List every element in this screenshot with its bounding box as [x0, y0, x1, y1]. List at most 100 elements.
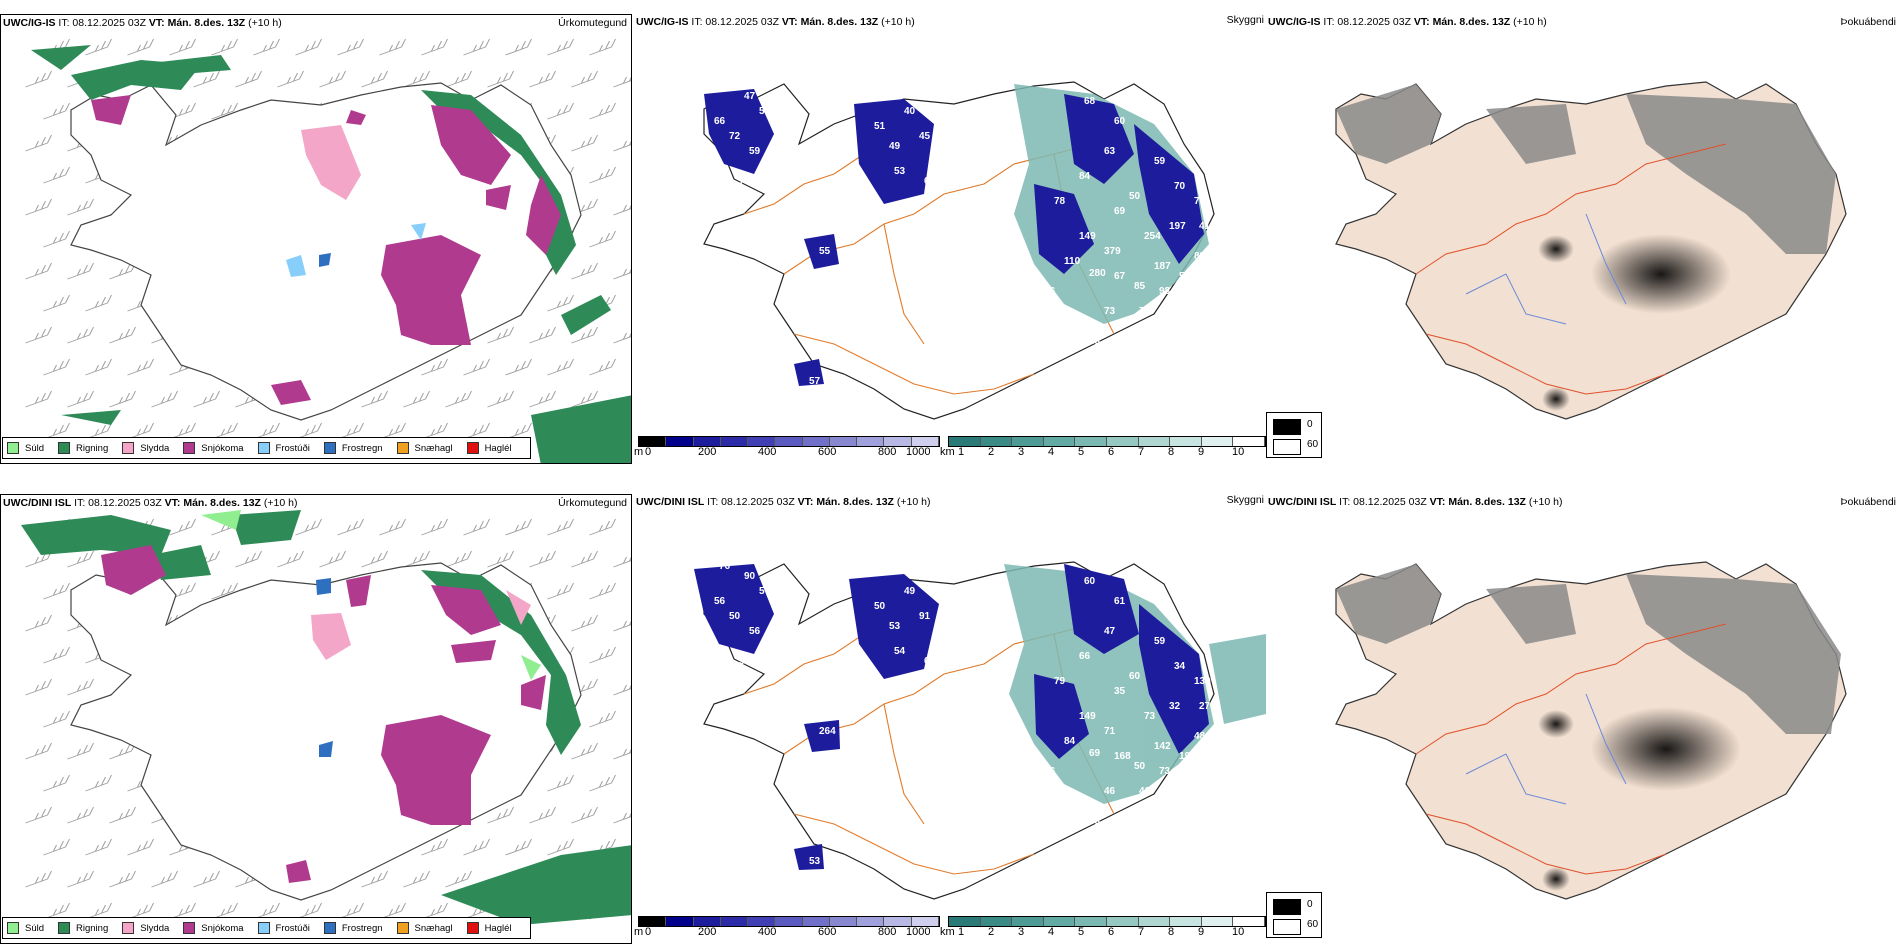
wind-barb [169, 102, 196, 120]
fog-legend-value: 60 [1307, 919, 1319, 930]
hail-swatch [466, 442, 479, 454]
wind-barb [109, 262, 136, 280]
wind-barb [319, 550, 346, 568]
ceiling-unit: m [634, 446, 644, 458]
visibility-value: 85 [1134, 281, 1146, 292]
lead-time: (+10 h) [896, 496, 931, 508]
wind-barb [571, 134, 598, 152]
visibility-value: 56 [759, 106, 771, 117]
wind-barb [43, 838, 70, 856]
visibility-value: 53 [889, 621, 901, 632]
wind-barb [127, 422, 154, 440]
dense-fog-spot-south [1542, 387, 1570, 411]
wind-barb [169, 582, 196, 600]
wind-barb [589, 102, 616, 120]
sleet-swatch [122, 922, 135, 934]
visibility-colorbar-strip [948, 436, 1266, 447]
visibility-value: 110 [1064, 256, 1081, 267]
dense-fog-area [1591, 234, 1731, 314]
fog-legend-white [1273, 439, 1301, 455]
vis-color-step [949, 917, 981, 926]
legend-label: Súld [25, 922, 45, 934]
legend-snow: Snjókoma [183, 922, 244, 934]
legend-freezing-drizzle: Frostúði [257, 442, 310, 454]
ceiling-colorbar-strip [638, 436, 940, 447]
visibility-value: 54 [739, 656, 751, 667]
visibility-value: 142 [1154, 741, 1171, 752]
visibility-value: 57 [769, 161, 781, 172]
visibility-value: 51 [874, 121, 886, 132]
visibility-value: 37 [1074, 806, 1086, 817]
vis-tick: 10 [1232, 926, 1245, 938]
wind-barb [529, 550, 556, 568]
wind-barb [589, 710, 616, 728]
fog-legend-white [1273, 919, 1301, 935]
wind-barb [337, 38, 364, 56]
green-rain-areas [21, 510, 631, 925]
wind-barb [337, 518, 364, 536]
wind-barb [505, 358, 532, 376]
visibility-value: 73 [1144, 711, 1156, 722]
visibility-value: 57 [759, 586, 771, 597]
model-name: UWC/DINI ISL [636, 496, 705, 508]
visibility-value: 98 [1159, 286, 1171, 297]
wind-barb [487, 70, 514, 88]
visibility-value: 53 [809, 856, 821, 867]
ceiling-colorbar-strip [638, 916, 940, 927]
wind-barb [109, 806, 136, 824]
init-time: IT: 08.12.2025 03Z [58, 17, 146, 29]
visibility-value: 61 [1114, 596, 1126, 607]
wind-barb [43, 646, 70, 664]
visibility-value: 47 [769, 641, 781, 652]
drizzle-areas [201, 510, 541, 680]
vis-tick: 6 [1108, 926, 1115, 938]
wind-barb [85, 294, 112, 312]
wind-barb [193, 70, 220, 88]
legend-label: Haglél [484, 442, 512, 454]
visibility-colorbar-strip [948, 916, 1266, 927]
ceiling-unit: m [634, 926, 644, 938]
vis-tick: 5 [1078, 446, 1085, 458]
vis-color-step [1012, 437, 1044, 446]
snow-swatch [183, 442, 196, 454]
init-time: IT: 08.12.2025 03Z [691, 16, 779, 28]
snow-areas [101, 545, 546, 883]
wind-barb [589, 582, 616, 600]
vis-tick: 4 [1048, 926, 1055, 938]
fog-indicator-title: Þokuábendi [1840, 496, 1896, 508]
legend-label: Frostúði [275, 442, 310, 454]
fog-legend-black [1273, 419, 1301, 435]
wind-barb [613, 76, 631, 88]
visibility-value: 56 [1054, 786, 1066, 797]
legend-label: Frostregn [341, 442, 383, 454]
wind-barb [632, 839, 633, 855]
fog-legend-row1: 0 60 [1266, 412, 1322, 458]
wind-barb [445, 550, 472, 568]
wind-barb [109, 390, 136, 408]
visibility-value: 70 [1194, 196, 1206, 207]
wind-barb [571, 262, 598, 280]
vis-tick: 9 [1198, 446, 1205, 458]
visibility-value: 379 [1104, 246, 1121, 257]
wind-barb [613, 204, 631, 216]
freezing-drizzle-swatch [257, 442, 270, 454]
wind-barb [571, 70, 598, 88]
visibility-value: 88 [1194, 251, 1206, 262]
visibility-value: 66 [1079, 651, 1091, 662]
model-name: UWC/DINI ISL [3, 497, 72, 509]
wind-barb [169, 422, 196, 440]
wind-barb [43, 166, 70, 184]
visibility-value: 47 [1104, 626, 1116, 637]
valid-time: VT: Mán. 8.des. 13Z [164, 497, 261, 509]
visibility-value: 57 [824, 271, 836, 282]
vis-color-step [1201, 437, 1234, 446]
ceiling-tick: 1000 [906, 926, 931, 938]
wind-barb [505, 422, 532, 440]
wind-barb [67, 198, 94, 216]
visibility-value: 264 [819, 726, 836, 737]
ceiling-color-step [911, 437, 939, 446]
wind-barb [25, 742, 52, 760]
dense-fog-spot-south [1542, 867, 1570, 891]
wind-barb [67, 678, 94, 696]
ceiling-tick: 800 [878, 926, 897, 938]
